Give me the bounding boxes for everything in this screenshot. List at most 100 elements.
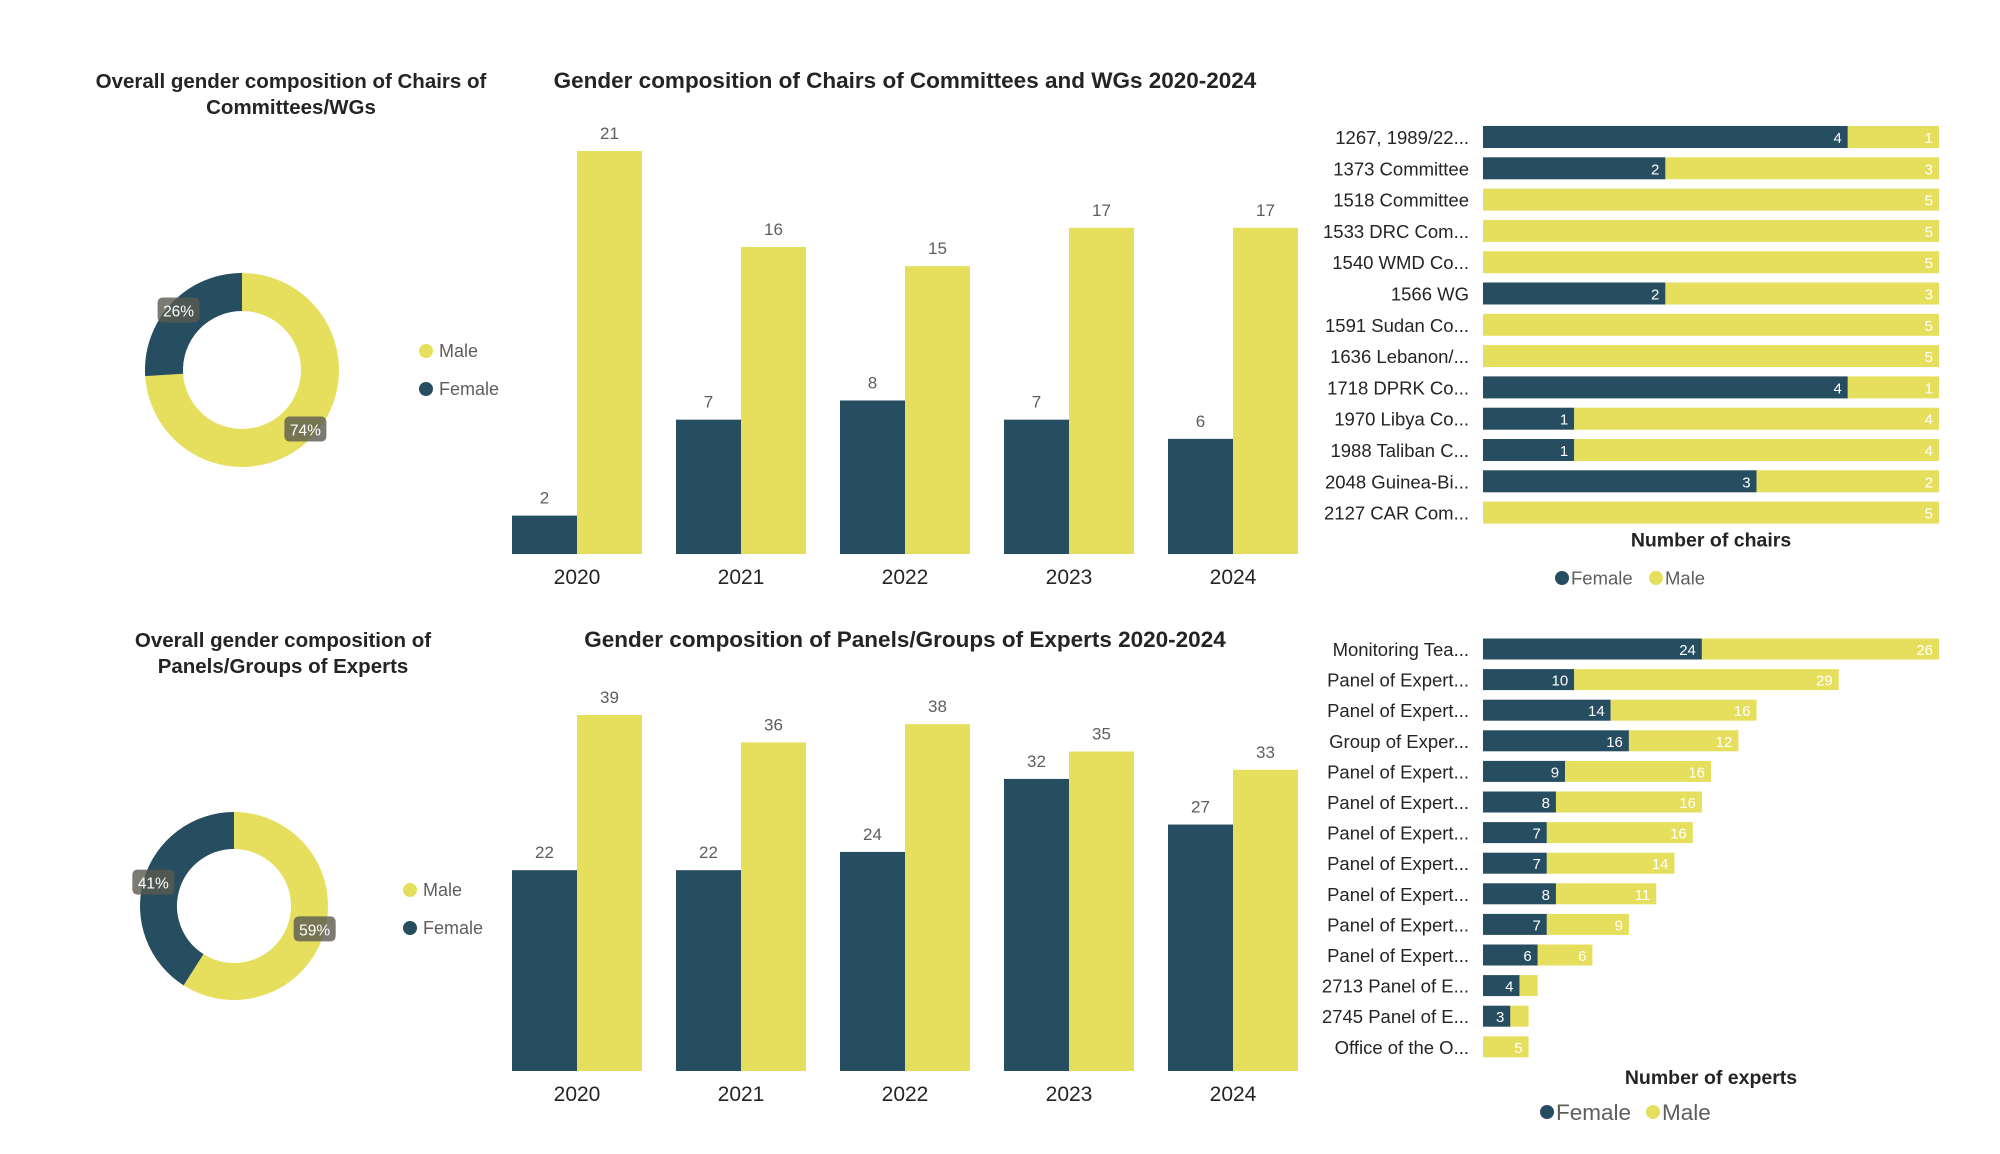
segment-value-label: 3 [1925,161,1933,178]
bar-segment-female [1483,975,1520,997]
bar-segment-male [1701,638,1939,660]
row-label: Panel of Expert... [1327,945,1469,966]
bar-value-label: 17 [1256,201,1275,220]
segment-value-label: 3 [1925,287,1933,304]
row-label: Panel of Expert... [1327,761,1469,782]
segment-value-label: 16 [1734,703,1751,720]
bar-value-label: 7 [704,393,713,412]
legend-dot-male [1649,571,1663,585]
row-label: 1718 DPRK Co... [1327,377,1469,398]
segment-value-label: 6 [1523,948,1531,965]
legend-dot-male [1646,1105,1660,1119]
segment-value-label: 5 [1925,506,1933,523]
bar-segment-male [1574,439,1939,461]
bar-segment-female [1483,822,1547,844]
bar-segment-male [1483,251,1939,274]
row-label: 2127 CAR Com... [1324,503,1469,524]
donut-label-female: 41% [138,876,169,893]
bar-segment-female [1483,638,1702,660]
segment-value-label: 2 [1925,474,1933,491]
segment-value-label: 7 [1532,856,1540,873]
bar-segment-female [1483,913,1547,935]
row-label: 1533 DRC Com... [1323,221,1469,242]
segment-value-label: 3 [1496,1009,1504,1026]
donut-label-badge [132,869,175,895]
legend-dot-female [1555,571,1569,585]
donut-chairs-title-line: Committees/WGs [206,96,376,119]
row-label: 1566 WG [1391,284,1469,305]
legend-dot-male [403,883,417,897]
legend-dot-female [1540,1105,1554,1119]
bar-segment-male [1555,791,1702,813]
bar-segment-male [1574,407,1939,430]
x-tick-label: 2021 [718,1083,765,1106]
row-label: 2713 Panel of E... [1322,976,1469,997]
segment-value-label: 4 [1505,979,1513,996]
row-label: 1988 Taliban C... [1330,440,1469,461]
bar-value-label: 2 [540,489,549,508]
bar-segment-female [1483,407,1575,430]
bar-female [512,870,577,1071]
hbars-chairs-group: 1267, 1989/22... 4 1 1373 Committee 2 3 1518 C… [1323,126,1939,588]
bar-value-label: 38 [928,697,947,716]
bar-male [1233,227,1298,554]
bar-male [905,266,970,554]
row-label: 1636 Lebanon/... [1330,346,1469,367]
bar-segment-female [1483,157,1666,180]
segment-value-label: 5 [1925,318,1933,335]
bar-segment-female [1483,1005,1511,1027]
segment-value-label: 2 [1651,287,1659,304]
bar-segment-female [1483,376,1848,399]
segment-value-label: 6 [1578,948,1586,965]
bar-value-label: 35 [1092,725,1111,744]
segment-value-label: 29 [1816,673,1833,690]
row-label: Panel of Expert... [1327,823,1469,844]
segment-value-label: 8 [1542,795,1550,812]
bar-segment-male [1665,157,1939,180]
donut-slice-female [140,812,235,986]
bars-chairs-title: Gender composition of Chairs of Committe… [554,68,1257,93]
segment-value-label: 9 [1615,917,1623,934]
bar-value-label: 22 [699,843,718,862]
bar-female [840,400,905,554]
segment-value-label: 1 [1560,412,1568,429]
bar-segment-female [1483,699,1611,721]
bar-segment-male [1546,852,1675,874]
legend-label-female: Female [439,379,499,399]
bar-female [1004,419,1069,554]
segment-value-label: 2 [1651,161,1659,178]
segment-value-label: 16 [1606,734,1623,751]
bar-value-label: 21 [600,124,619,143]
bar-segment-male [1483,188,1939,211]
segment-value-label: 5 [1514,1040,1522,1057]
row-label: Panel of Expert... [1327,914,1469,935]
row-label: Panel of Expert... [1327,700,1469,721]
segment-value-label: 12 [1716,734,1733,751]
segment-value-label: 16 [1679,795,1696,812]
row-label: 1267, 1989/22... [1335,127,1469,148]
bar-segment-male [1483,313,1939,336]
bar-segment-male [1565,760,1711,782]
legend-label-male: Male [1665,567,1705,588]
bar-value-label: 36 [764,715,783,734]
donut-label-male: 74% [290,423,321,440]
row-label: Panel of Expert... [1327,884,1469,905]
row-label: 2048 Guinea-Bi... [1325,471,1469,492]
bar-segment-male [1555,883,1657,905]
x-tick-label: 2023 [1046,1083,1093,1106]
bar-value-label: 15 [928,239,947,258]
segment-value-label: 4 [1925,412,1933,429]
bar-segment-female [1483,439,1575,461]
segment-value-label: 24 [1679,642,1696,659]
row-label: Monitoring Tea... [1333,639,1469,660]
bar-segment-male [1483,1036,1529,1058]
segment-value-label: 14 [1652,856,1669,873]
donut-experts-group: Overall gender composition of Panels/Grou… [132,629,483,1000]
segment-value-label: 16 [1670,826,1687,843]
bar-value-label: 7 [1032,393,1041,412]
bar-segment-male [1628,730,1739,752]
bar-segment-male [1546,913,1629,935]
bar-value-label: 16 [764,220,783,239]
row-label: Panel of Expert... [1327,792,1469,813]
